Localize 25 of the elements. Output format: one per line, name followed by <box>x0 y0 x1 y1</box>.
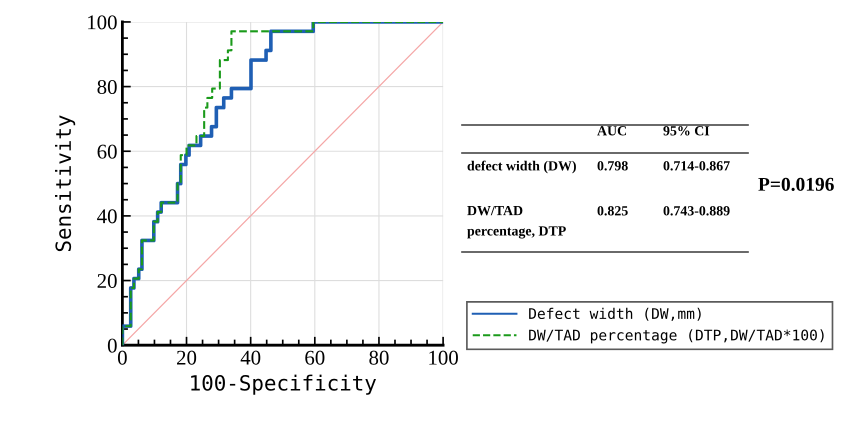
text: 95% CI <box>663 126 710 136</box>
text: AUC <box>597 126 626 136</box>
x-tick-label: 60 <box>305 350 324 365</box>
text: 0.743-0.889 <box>664 206 730 216</box>
y-tick-label: 60 <box>98 144 117 159</box>
x-tick-label: 0 <box>118 350 127 365</box>
x-tick-label: 100 <box>429 350 458 365</box>
y-tick-label: 100 <box>88 15 117 30</box>
x-tick-label: 80 <box>369 350 389 365</box>
y-tick-label: 80 <box>97 80 117 94</box>
text: 0.714-0.867 <box>664 161 730 171</box>
y-tick-label: 0 <box>108 338 117 353</box>
y-tick-label: 20 <box>98 274 117 288</box>
text: 0.825 <box>598 206 628 216</box>
legend-label: Defect width (DW,mm) <box>529 308 701 321</box>
legend-label: DW/TAD percentage (DTP,DW/TAD*100) <box>529 329 824 344</box>
x-tick-label: 40 <box>240 350 260 365</box>
x-tick-label: 20 <box>177 350 196 365</box>
x-axis-title: 100-Specificity <box>191 374 376 395</box>
text: DW/TAD percentage, DTP <box>467 206 566 239</box>
text: P=0.0196 <box>758 178 834 191</box>
text: 0.798 <box>598 161 628 171</box>
text: defect width (DW) <box>468 160 576 174</box>
y-tick-label: 40 <box>97 209 117 224</box>
y-axis-title: Sensitivity <box>54 115 76 252</box>
